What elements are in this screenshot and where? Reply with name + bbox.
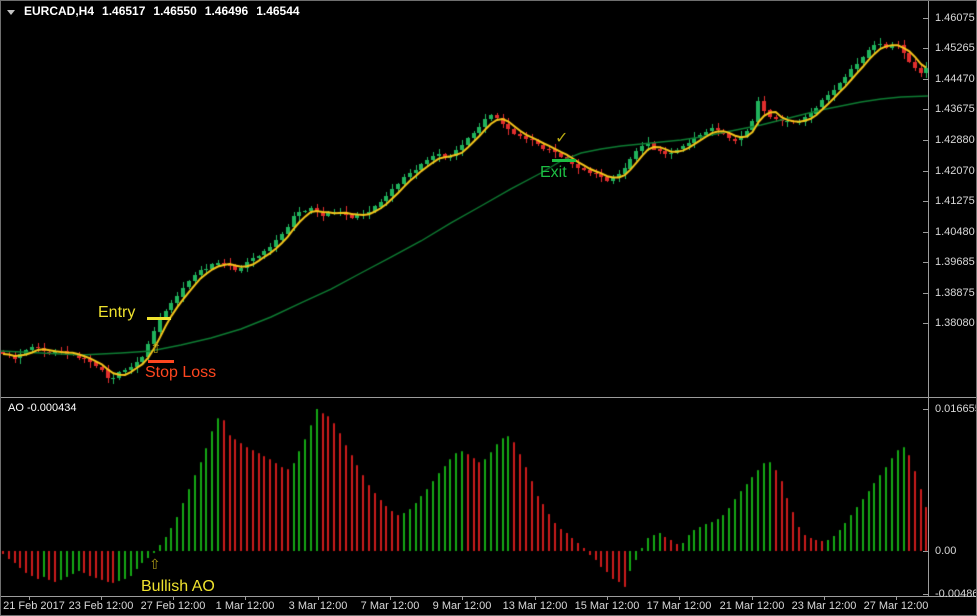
ao-axis-tick — [923, 594, 928, 595]
price-axis-tick — [923, 140, 928, 141]
ao-axis-label: -0.004862 — [935, 588, 976, 600]
price-axis-tick — [923, 109, 928, 110]
axis-border-line — [928, 1, 929, 596]
price-axis-label: 1.40480 — [935, 226, 975, 238]
time-axis-tick — [607, 597, 608, 600]
price-axis-label: 1.41275 — [935, 195, 975, 207]
price-axis-tick — [923, 293, 928, 294]
ao-axis-label: 0.00 — [935, 545, 957, 557]
price-axis-tick — [923, 323, 928, 324]
ao-axis-tick — [923, 409, 928, 410]
buy-arrow-icon[interactable]: ⇧ — [150, 340, 162, 356]
ao-indicator-label: AO -0.000434 — [8, 402, 77, 414]
ao-axis-tick — [923, 551, 928, 552]
price-chart-canvas[interactable] — [1, 1, 929, 397]
time-axis-label: 21 Feb 2017 — [3, 600, 65, 612]
price-axis-label: 1.44470 — [935, 73, 975, 85]
bullish-ao-arrow-icon[interactable]: ⇧ — [149, 556, 161, 572]
time-axis-label: 17 Mar 12:00 — [646, 600, 712, 612]
price-axis-label: 1.43675 — [935, 103, 975, 115]
price-axis-label: 1.42070 — [935, 165, 975, 177]
stop-loss-label[interactable]: Stop Loss — [145, 364, 217, 381]
price-axis-label: 1.39685 — [935, 256, 975, 268]
price-axis-tick — [923, 232, 928, 233]
stop-loss-line[interactable] — [148, 360, 174, 363]
ao-axis-label: 0.016655 — [935, 403, 977, 415]
time-axis-tick — [29, 597, 30, 600]
time-axis-tick — [896, 597, 897, 600]
time-axis-tick — [101, 597, 102, 600]
time-axis-tick — [535, 597, 536, 600]
time-axis-label: 1 Mar 12:00 — [215, 600, 275, 612]
price-axis-label: 1.38080 — [935, 317, 975, 329]
time-axis-tick — [752, 597, 753, 600]
time-axis-tick — [824, 597, 825, 600]
price-axis-tick — [923, 18, 928, 19]
price-axis-label: 1.45265 — [935, 42, 975, 54]
time-axis-label: 21 Mar 12:00 — [719, 600, 785, 612]
quote-low: 1.46496 — [204, 4, 249, 18]
price-axis-label: 1.42880 — [935, 134, 975, 146]
price-axis-label: 1.38875 — [935, 287, 975, 299]
exit-label[interactable]: Exit — [540, 164, 567, 181]
time-axis-label: 27 Feb 12:00 — [140, 600, 206, 612]
price-axis-label: 1.46075 — [935, 12, 975, 24]
quote-high: 1.46550 — [153, 4, 197, 18]
exit-price-line[interactable] — [552, 159, 576, 162]
time-axis-label: 13 Mar 12:00 — [502, 600, 568, 612]
time-axis-label: 7 Mar 12:00 — [360, 600, 420, 612]
time-axis-label: 23 Feb 12:00 — [68, 600, 134, 612]
entry-price-line[interactable] — [147, 317, 171, 320]
price-axis-tick — [923, 79, 928, 80]
time-axis-separator — [1, 596, 976, 597]
symbol-period-label: EURCAD,H4 — [24, 4, 95, 18]
chart-title-bar: EURCAD,H4 1.46517 1.46550 1.46496 1.46544 — [7, 4, 300, 18]
quote-close: 1.46544 — [256, 4, 300, 18]
bullish-ao-label[interactable]: Bullish AO — [141, 578, 215, 595]
time-axis-tick — [679, 597, 680, 600]
symbol-dropdown-icon[interactable] — [7, 10, 15, 15]
time-axis-label: 15 Mar 12:00 — [574, 600, 640, 612]
price-axis-tick — [923, 171, 928, 172]
time-axis-tick — [318, 597, 319, 600]
entry-label[interactable]: Entry — [98, 304, 136, 321]
time-axis-label: 23 Mar 12:00 — [791, 600, 857, 612]
price-axis-tick — [923, 48, 928, 49]
time-axis-tick — [462, 597, 463, 600]
time-axis-label: 3 Mar 12:00 — [288, 600, 348, 612]
ao-indicator-canvas[interactable] — [1, 400, 929, 596]
time-axis-label: 9 Mar 12:00 — [432, 600, 492, 612]
time-axis-tick — [245, 597, 246, 600]
panel-splitter[interactable] — [1, 397, 976, 398]
price-axis-tick — [923, 201, 928, 202]
time-axis-label: 27 Mar 12:00 — [863, 600, 929, 612]
quote-open: 1.46517 — [102, 4, 146, 18]
time-axis-tick — [390, 597, 391, 600]
time-axis-tick — [173, 597, 174, 600]
exit-checkmark-icon[interactable]: ✓ — [555, 130, 569, 147]
price-axis-tick — [923, 262, 928, 263]
